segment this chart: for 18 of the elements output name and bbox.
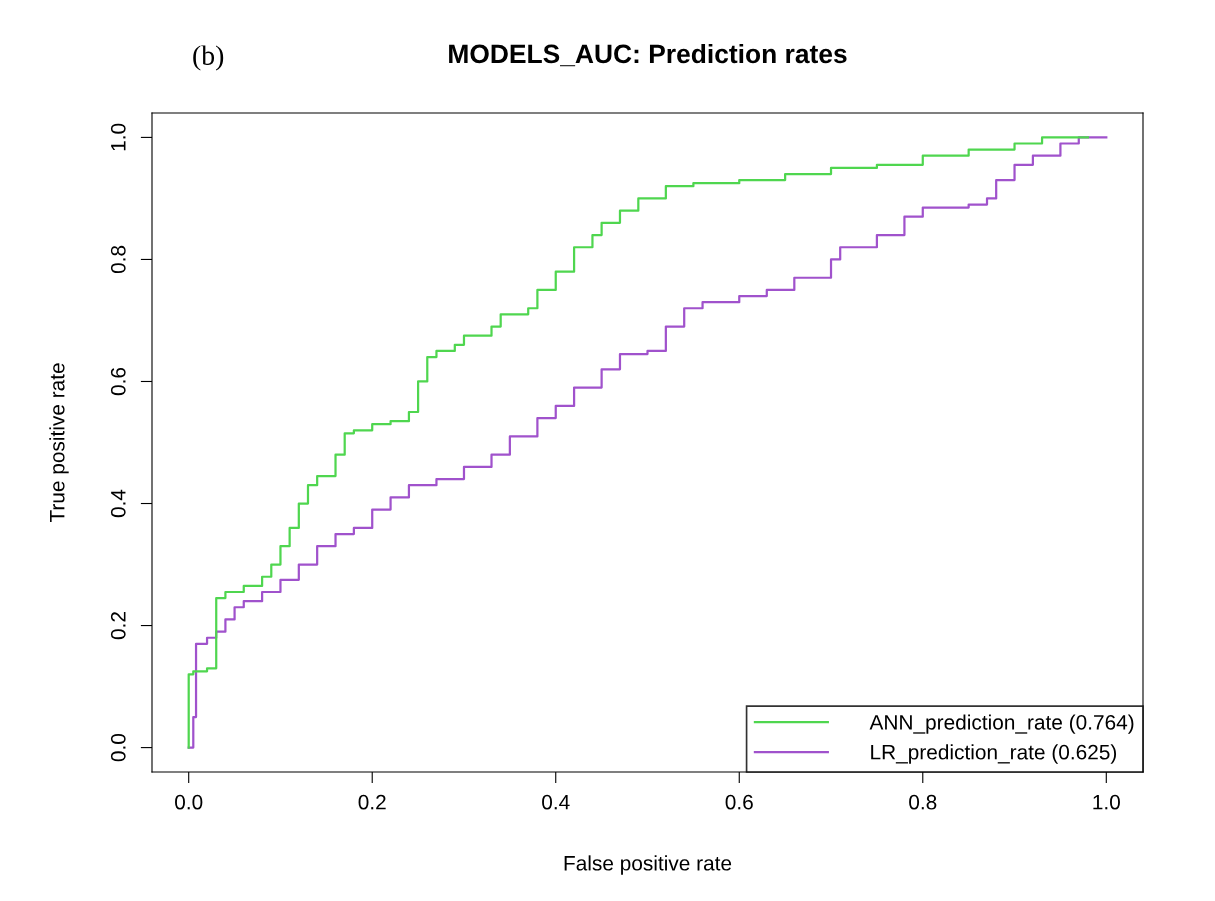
y-tick-label: 1.0 xyxy=(110,123,126,151)
y-tick-label: 0.8 xyxy=(110,245,126,274)
x-tick-label: 0.2 xyxy=(358,794,386,810)
y-tick-label: 0.2 xyxy=(110,612,126,640)
x-tick-label: 0.0 xyxy=(175,794,203,810)
chart-title: MODELS_AUC: Prediction rates xyxy=(449,43,847,67)
legend-label: ANN_prediction_rate (0.764) xyxy=(869,714,1134,734)
x-tick-label: 1.0 xyxy=(1093,794,1120,810)
y-tick-label: 0.6 xyxy=(110,367,126,396)
text: (b) xyxy=(193,45,224,71)
x-tick-label: 0.8 xyxy=(909,794,937,810)
y-tick-label: 0.4 xyxy=(110,489,126,518)
legend-label: LR_prediction_rate (0.625) xyxy=(871,744,1117,764)
x-tick-label: 0.4 xyxy=(542,794,570,810)
y-axis-title: True positive rate xyxy=(49,363,69,523)
y-tick-label: 0.0 xyxy=(110,733,126,762)
x-axis-title: False positive rate xyxy=(564,855,732,875)
x-tick-label: 0.6 xyxy=(725,794,753,810)
